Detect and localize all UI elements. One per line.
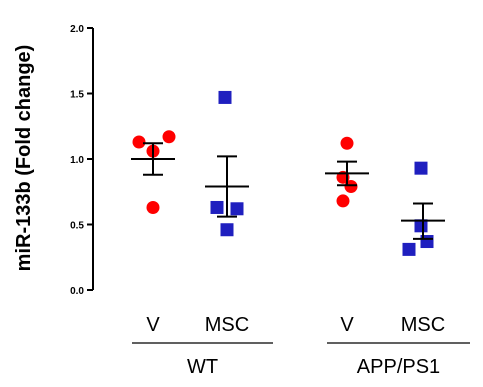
category-label: V xyxy=(146,314,160,336)
data-point xyxy=(146,200,160,214)
y-tick-label: 1.0 xyxy=(70,155,84,166)
group-label: WT xyxy=(187,356,218,378)
data-point xyxy=(340,136,354,150)
data-point xyxy=(162,130,176,144)
data-point xyxy=(230,202,244,216)
y-tick-label: 2.0 xyxy=(70,24,84,35)
category-labels: V MSC V MSC xyxy=(146,314,445,336)
group-labels: WT APP/PS1 xyxy=(132,342,470,378)
data-point xyxy=(210,200,224,214)
data-point xyxy=(220,223,234,237)
data-point xyxy=(336,194,350,208)
group-label: APP/PS1 xyxy=(357,356,440,378)
data-point xyxy=(132,135,146,149)
category-label: V xyxy=(340,314,354,336)
y-tick-label: 0.5 xyxy=(70,221,84,232)
y-axis: 0.0 0.5 1.0 1.5 2.0 xyxy=(70,24,94,297)
data-point xyxy=(402,242,416,256)
category-label: MSC xyxy=(401,314,445,336)
data-point xyxy=(414,161,428,175)
data-point xyxy=(218,90,232,104)
y-tick-label: 0.0 xyxy=(70,286,84,297)
data-marks xyxy=(131,90,445,256)
category-label: MSC xyxy=(205,314,249,336)
y-tick-label: 1.5 xyxy=(70,90,84,101)
y-axis-label: miR-133b (Fold change) xyxy=(13,45,35,272)
data-point xyxy=(414,219,428,233)
